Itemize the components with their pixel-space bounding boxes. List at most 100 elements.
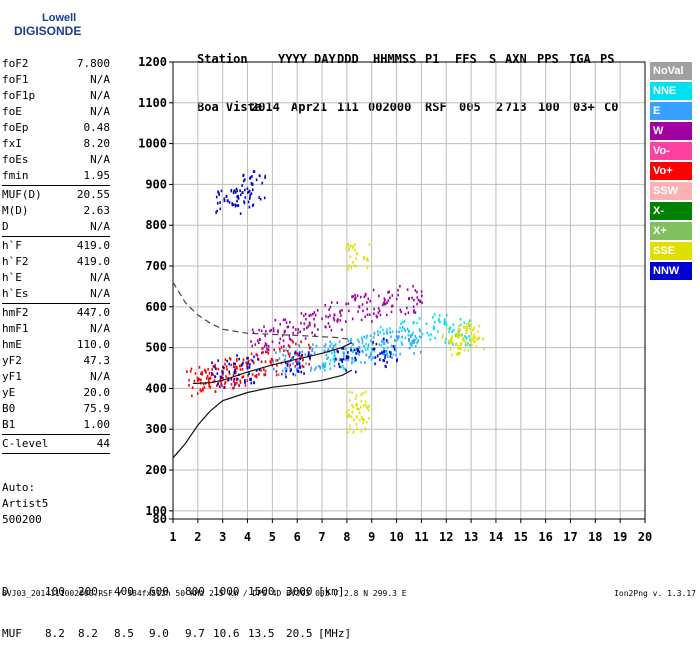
echo-point-e (297, 360, 300, 364)
param-name: foE (2, 105, 22, 118)
version-label: Ion2Png v. 1.3.17 (614, 589, 696, 598)
echo-point-w (262, 351, 264, 354)
echo-point-sse (467, 321, 470, 324)
x-tick-label: 14 (489, 530, 503, 544)
echo-point-vo- (307, 343, 310, 347)
echo-point-nne (410, 344, 412, 348)
echo-point-w (288, 334, 291, 337)
echo-point-w (281, 334, 284, 337)
echo-point-e (358, 346, 361, 350)
echo-point-sse (464, 326, 467, 329)
muf-unit: [MHz] (318, 627, 352, 640)
y-tick-label: 200 (145, 463, 167, 477)
echo-point-vo- (300, 340, 302, 344)
echo-point-sse (455, 334, 458, 338)
echo-point-nnw (232, 362, 235, 366)
echo-point-nne (433, 313, 436, 316)
echo-point-nnw (336, 349, 339, 353)
echo-point-e (372, 356, 374, 360)
echo-point-nne (361, 341, 364, 345)
echo-point-w (391, 294, 394, 297)
echo-point-vo- (241, 368, 244, 371)
echo-point-w (321, 317, 323, 321)
echo-point-nnw (298, 353, 300, 357)
echo-point-vo- (239, 381, 242, 384)
echo-point-nnw (379, 352, 381, 355)
echo-point-sse (459, 351, 461, 355)
echo-point-e (395, 353, 397, 357)
echo-point-nne (400, 341, 403, 344)
echo-point-e (333, 364, 336, 368)
echo-point-nnw (372, 341, 374, 344)
echo-point-nne (408, 329, 410, 333)
echo-point-w (387, 291, 389, 294)
echo-point-vo- (258, 373, 260, 376)
echo-point-nnw (237, 204, 240, 207)
echo-point-w (417, 298, 420, 302)
echo-point-w (292, 326, 294, 329)
echo-point-nnw (340, 358, 342, 361)
echo-point-w (365, 293, 367, 297)
echo-point-sse (471, 338, 474, 341)
echo-point-vo- (264, 369, 267, 373)
echo-point-sse (353, 418, 355, 422)
echo-point-vo- (234, 381, 236, 385)
echo-point-nnw (219, 201, 221, 204)
echo-point-nnw (216, 209, 218, 213)
echo-point-nnw (247, 191, 249, 194)
echo-point-vo- (245, 361, 248, 364)
echo-point-vo- (266, 350, 268, 354)
echo-point-nne (365, 337, 368, 340)
echo-point-nne (328, 362, 331, 366)
echo-point-e (311, 349, 313, 353)
echo-point-w (313, 323, 316, 327)
echo-point-vo- (255, 374, 258, 377)
header-value: 002000 (368, 100, 412, 114)
echo-point-w (414, 311, 417, 314)
echo-point-e (344, 358, 347, 361)
echo-point-e (327, 349, 329, 352)
echo-point-nnw (264, 174, 267, 178)
echo-point-nne (386, 328, 388, 332)
echo-point-e (297, 367, 300, 370)
legend-item-ssw: SSW (650, 182, 692, 200)
echo-point-w (372, 312, 375, 316)
echo-point-w (313, 311, 316, 314)
echo-point-w (311, 312, 314, 316)
echo-point-sse (472, 336, 475, 339)
echo-point-sse (458, 334, 461, 337)
legend-item-noval: NoVal (650, 62, 692, 80)
echo-point-nnw (341, 360, 344, 364)
echo-point-sse (346, 411, 348, 414)
echo-point-nnw (247, 200, 250, 204)
echo-point-w (263, 345, 266, 348)
echo-point-vo- (239, 368, 242, 371)
echo-point-nne (367, 345, 369, 349)
echo-point-w (300, 321, 302, 325)
param-name: yE (2, 386, 16, 399)
muf-value: 20.5 (286, 627, 313, 640)
muf-value: 10.6 (213, 627, 240, 640)
echo-point-vo- (309, 346, 311, 350)
echo-point-w (354, 297, 356, 301)
echo-point-nnw (285, 375, 287, 379)
echo-point-nnw (350, 348, 352, 352)
echo-point-nnw (214, 375, 216, 378)
echo-point-w (357, 310, 359, 313)
echo-point-vo- (250, 358, 253, 362)
echo-point-nne (401, 329, 403, 332)
echo-point-e (275, 351, 277, 354)
echo-point-nnw (355, 358, 357, 362)
echo-point-sse (366, 258, 368, 262)
echo-point-vo- (299, 356, 302, 359)
echo-point-w (345, 302, 347, 306)
logo-text-lowell: Lowell (42, 12, 77, 24)
param-separator (2, 303, 110, 304)
echo-point-sse (451, 335, 454, 338)
lowell-digisonde-logo: Lowell DIGISONDE (0, 0, 81, 42)
param-row: h`F 419.0 (2, 238, 110, 254)
echo-point-w (351, 295, 353, 299)
echo-point-sse (465, 329, 468, 333)
distance-value: 200 (78, 585, 98, 598)
echo-point-nnw (292, 372, 295, 376)
